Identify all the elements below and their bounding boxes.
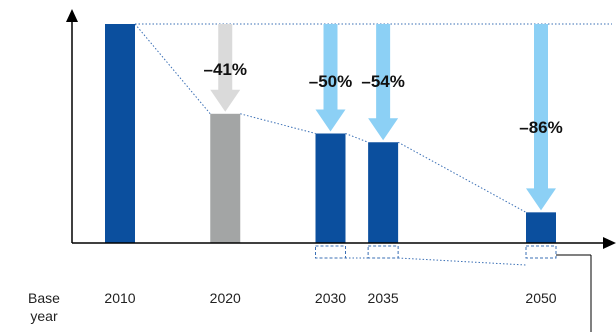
base-year-label: year — [30, 308, 58, 324]
base-year-label: Base — [28, 290, 60, 306]
target-box-2050 — [525, 245, 557, 259]
trend-line — [345, 133, 369, 143]
tick-label-2050: 2050 — [525, 290, 556, 306]
arrows-layer — [210, 24, 556, 211]
reduction-label-2050: –86% — [519, 118, 562, 137]
reduction-label-2030: –50% — [309, 72, 352, 91]
axes-layer — [66, 9, 616, 249]
bar-2010 — [105, 24, 135, 243]
target-box-2035 — [367, 245, 399, 259]
trend-line — [240, 113, 316, 134]
arrow-2020 — [210, 24, 241, 112]
arrow-2035 — [368, 24, 399, 141]
bars-layer — [105, 24, 556, 243]
trend-line — [397, 141, 527, 213]
x-axis-arrowhead — [603, 237, 616, 249]
bar-2030 — [315, 133, 346, 243]
reduction-label-2035: –54% — [361, 72, 404, 91]
target-box-2030 — [315, 245, 346, 259]
trend-line — [134, 23, 211, 115]
reference-layer — [134, 23, 612, 332]
bar-2050 — [526, 212, 556, 243]
tick-label-2030: 2030 — [315, 290, 346, 306]
arrow-2030 — [315, 24, 346, 132]
target-connector — [398, 257, 527, 266]
reduction-label-2020: –41% — [204, 60, 247, 79]
tick-label-2035: 2035 — [368, 290, 399, 306]
bar-2035 — [368, 142, 399, 243]
labels-layer: –41% –50% –54% –86% 2010 2020 2030 2035 2050 Base… — [28, 60, 563, 324]
arrow-2050 — [526, 24, 556, 211]
bar-2020 — [210, 113, 241, 243]
tick-label-2010: 2010 — [104, 290, 135, 306]
y-axis-arrowhead — [66, 9, 78, 22]
tick-label-2020: 2020 — [210, 290, 241, 306]
